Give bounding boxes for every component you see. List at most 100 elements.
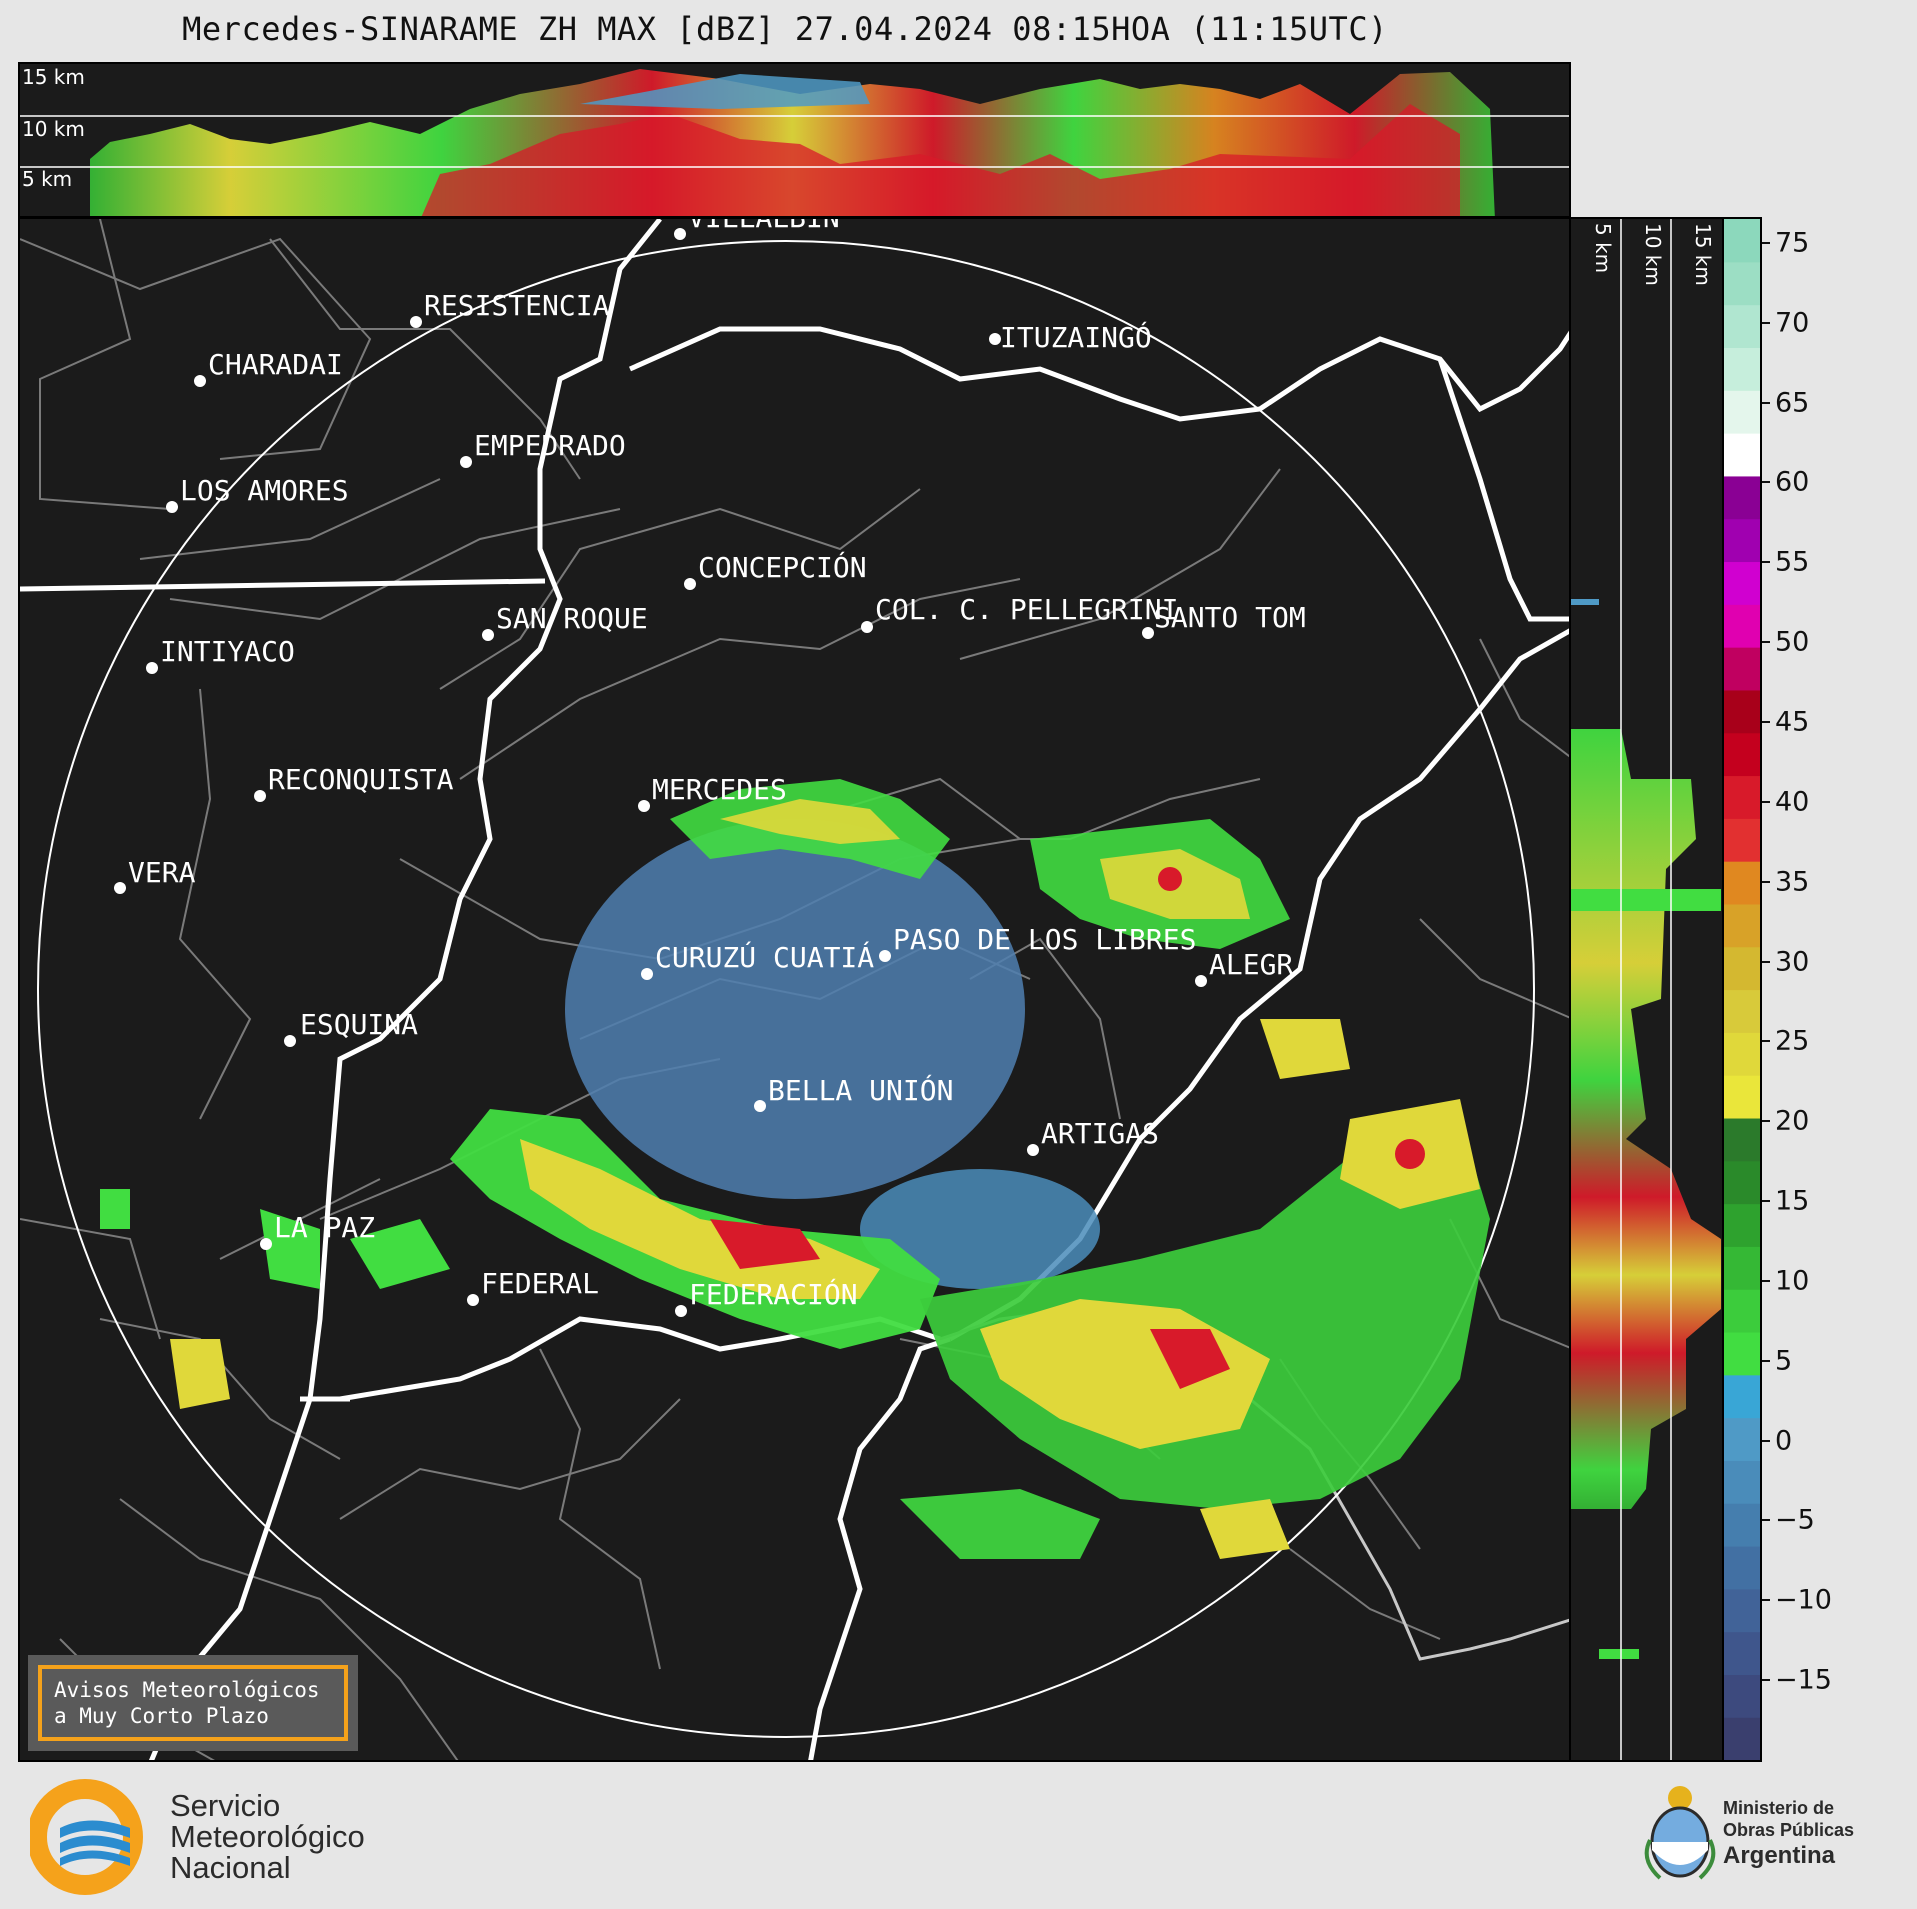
colorbar-tick-label: 50 bbox=[1775, 626, 1810, 658]
colorbar-swatch bbox=[1724, 989, 1760, 1033]
echo-north-core bbox=[720, 799, 900, 844]
colorbar-tick-mark bbox=[1762, 1200, 1770, 1203]
colorbar-tick-mark bbox=[1762, 1279, 1770, 1282]
echo-clear-air bbox=[565, 819, 1025, 1199]
colorbar-swatch bbox=[1724, 1588, 1760, 1633]
ministry-line-1: Ministerio de bbox=[1723, 1798, 1835, 1818]
top-height-profile: 15 km 10 km 5 km bbox=[20, 65, 1569, 216]
radar-echoes bbox=[100, 779, 1490, 1559]
ministry-line-3: Argentina bbox=[1723, 1842, 1836, 1869]
colorbar-swatch bbox=[1724, 1460, 1760, 1504]
colorbar-swatch bbox=[1724, 518, 1760, 563]
svg-text:FEDERACIÓN: FEDERACIÓN bbox=[689, 1277, 858, 1311]
svg-text:RESISTENCIA: RESISTENCIA bbox=[424, 289, 610, 322]
colorbar-tick-label: 20 bbox=[1775, 1105, 1810, 1137]
colorbar-swatch bbox=[1724, 903, 1760, 948]
colorbar-swatch bbox=[1724, 689, 1760, 734]
colorbar-tick-label: 30 bbox=[1775, 946, 1810, 978]
colorbar-swatch bbox=[1724, 261, 1760, 306]
department-boundaries bbox=[20, 219, 1569, 1760]
city-santo-tome: SANTO TOM bbox=[1142, 601, 1306, 639]
chart-title: Mercedes-SINARAME ZH MAX [dBZ] 27.04.202… bbox=[182, 10, 1388, 48]
colorbar-swatch bbox=[1724, 1717, 1760, 1760]
colorbar-swatch bbox=[1724, 775, 1760, 819]
city-charadai: CHARADAI bbox=[194, 348, 343, 387]
colorbar-swatch bbox=[1724, 219, 1760, 263]
svg-text:FEDERAL: FEDERAL bbox=[481, 1267, 599, 1300]
colorbar-tick-label: 0 bbox=[1775, 1425, 1793, 1457]
city-esquina: ESQUINA bbox=[284, 1008, 418, 1047]
top-profile-upper bbox=[580, 74, 870, 109]
shield-lower bbox=[1652, 1842, 1708, 1865]
echo-west-cell bbox=[170, 1339, 230, 1409]
colorbar-swatch bbox=[1724, 347, 1760, 391]
city-resistencia: RESISTENCIA bbox=[410, 289, 610, 328]
city-markers: VILLALBÍN RESISTENCIA CHARADAI ITUZAINGÓ… bbox=[114, 219, 1306, 1317]
side-profile-small-echo bbox=[1571, 599, 1599, 605]
colorbar-tick-mark bbox=[1762, 561, 1770, 564]
side-profile-echo bbox=[1571, 729, 1721, 1509]
colorbar-tick-mark bbox=[1762, 321, 1770, 324]
echo-west-cell-3 bbox=[350, 1219, 450, 1289]
city-federacion: FEDERACIÓN bbox=[675, 1277, 858, 1317]
colorbar-swatch bbox=[1724, 1503, 1760, 1547]
colorbar-tick-mark bbox=[1762, 1359, 1770, 1362]
svg-text:CONCEPCIÓN: CONCEPCIÓN bbox=[698, 550, 867, 584]
colorbar-swatch bbox=[1724, 1289, 1760, 1333]
svg-text:EMPEDRADO: EMPEDRADO bbox=[474, 429, 626, 462]
city-mercedes: MERCEDES bbox=[638, 773, 787, 812]
city-ituzaingo: ITUZAINGÓ bbox=[989, 320, 1152, 354]
city-la-paz: LA PAZ bbox=[260, 1211, 375, 1250]
city-empedrado: EMPEDRADO bbox=[460, 429, 626, 468]
svg-text:ARTIGAS: ARTIGAS bbox=[1041, 1117, 1159, 1150]
colorbar-swatch bbox=[1724, 390, 1760, 434]
smn-logo-wave-2 bbox=[60, 1835, 130, 1853]
alert-badge-frame: Avisos Meteorológicos a Muy Corto Plazo bbox=[38, 1665, 348, 1741]
colorbar-tick-mark bbox=[1762, 481, 1770, 484]
height-label-5km: 5 km bbox=[22, 167, 72, 191]
colorbar-swatch bbox=[1724, 604, 1760, 648]
colorbar-swatch bbox=[1724, 1160, 1760, 1205]
city-concepcion: CONCEPCIÓN bbox=[684, 550, 867, 590]
svg-text:INTIYACO: INTIYACO bbox=[160, 635, 295, 668]
colorbar-tick-label: 55 bbox=[1775, 546, 1810, 578]
svg-text:PASO DE LOS LIBRES: PASO DE LOS LIBRES bbox=[893, 923, 1196, 956]
colorbar-tick-label: −5 bbox=[1775, 1504, 1815, 1536]
laurel-icon bbox=[1644, 1839, 1716, 1880]
smn-line-3: Nacional bbox=[170, 1850, 291, 1885]
echo-weak-south bbox=[860, 1169, 1100, 1289]
svg-text:LOS AMORES: LOS AMORES bbox=[180, 474, 349, 507]
smn-logo-wave-1 bbox=[60, 1820, 130, 1838]
top-profile-core bbox=[421, 104, 1460, 216]
colorbar-tick-label: −10 bbox=[1775, 1584, 1832, 1616]
radar-map: VILLALBÍN RESISTENCIA CHARADAI ITUZAINGÓ… bbox=[20, 219, 1569, 1760]
side-height-label-15km: 15 km bbox=[1691, 223, 1715, 286]
colorbar-swatch bbox=[1724, 1117, 1760, 1162]
colorbar-swatch bbox=[1724, 1631, 1760, 1675]
city-alegrete: ALEGR bbox=[1195, 948, 1293, 987]
colorbar-tick-label: 15 bbox=[1775, 1185, 1810, 1217]
colorbar-tick-label: 70 bbox=[1775, 307, 1810, 339]
side-height-label-5km: 5 km bbox=[1591, 223, 1615, 273]
sun-icon bbox=[1668, 1786, 1692, 1810]
alert-badge[interactable]: Avisos Meteorológicos a Muy Corto Plazo bbox=[28, 1655, 358, 1751]
side-profile-bottom-echo bbox=[1599, 1649, 1639, 1659]
city-villalbin: VILLALBÍN bbox=[674, 219, 840, 240]
svg-text:CURUZÚ CUATIÁ: CURUZÚ CUATIÁ bbox=[655, 940, 874, 974]
city-artigas: ARTIGAS bbox=[1027, 1117, 1159, 1156]
smn-logo bbox=[30, 1779, 143, 1895]
echo-west-cell-4 bbox=[100, 1189, 130, 1229]
city-bella-union: BELLA UNIÓN bbox=[754, 1073, 953, 1112]
svg-text:ESQUINA: ESQUINA bbox=[300, 1008, 418, 1041]
colorbar-tick-mark bbox=[1762, 1599, 1770, 1602]
colorbar-swatch bbox=[1724, 1331, 1760, 1376]
colorbar-tick-mark bbox=[1762, 241, 1770, 244]
colorbar-swatch bbox=[1724, 732, 1760, 777]
city-paso-de-los-libres: PASO DE LOS LIBRES bbox=[879, 923, 1196, 962]
ministry-line-2: Obras Públicas bbox=[1723, 1820, 1855, 1840]
colorbar-swatch bbox=[1724, 946, 1760, 991]
colorbar-tick-label: −15 bbox=[1775, 1664, 1832, 1696]
colorbar-tick-mark bbox=[1762, 1120, 1770, 1123]
echo-far-south bbox=[900, 1489, 1100, 1559]
argentina-coat-of-arms-icon bbox=[1644, 1786, 1716, 1880]
